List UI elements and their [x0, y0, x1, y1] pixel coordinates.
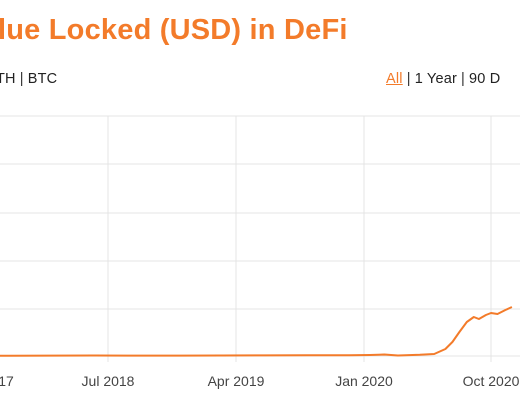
- x-tick-label: 17: [0, 373, 14, 389]
- denomination-btc[interactable]: BTC: [27, 71, 58, 87]
- separator: |: [19, 71, 24, 87]
- x-axis-tick-labels: 17 Jul 2018 Apr 2019 Jan 2020 Oct 2020: [0, 373, 520, 389]
- x-tick-label: Oct 2020: [463, 373, 520, 389]
- x-tick-label: Apr 2019: [208, 373, 265, 389]
- x-tick-label: Jul 2018: [82, 373, 135, 389]
- separator: |: [406, 71, 411, 87]
- vertical-gridlines: [107, 116, 492, 362]
- range-all[interactable]: All: [386, 71, 403, 87]
- range-selector: All | 1 Year | 90 D: [386, 71, 500, 87]
- page-title: lue Locked (USD) in DeFi: [0, 14, 348, 46]
- series-group: [0, 306, 513, 357]
- separator: |: [461, 71, 465, 87]
- horizontal-gridlines: [0, 115, 520, 357]
- tvl-series-line: [0, 306, 513, 357]
- x-tick-label: Jan 2020: [335, 373, 393, 389]
- denomination-eth[interactable]: TH: [0, 71, 16, 87]
- range-90-days[interactable]: 90 D: [469, 71, 501, 87]
- denomination-toggle: TH | BTC: [0, 71, 57, 87]
- range-1-year[interactable]: 1 Year: [414, 71, 458, 87]
